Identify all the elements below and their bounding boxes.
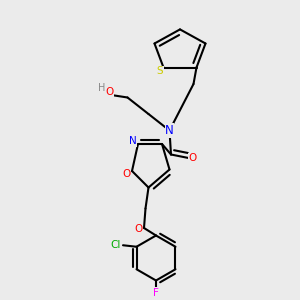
Text: N: N: [129, 136, 136, 146]
Text: O: O: [122, 169, 131, 179]
Text: Cl: Cl: [110, 240, 121, 250]
Text: O: O: [134, 224, 143, 235]
Text: F: F: [153, 287, 159, 298]
Text: O: O: [105, 87, 114, 97]
Text: S: S: [157, 66, 163, 76]
Text: N: N: [165, 124, 174, 137]
Text: H: H: [98, 83, 105, 94]
Text: O: O: [188, 153, 197, 163]
